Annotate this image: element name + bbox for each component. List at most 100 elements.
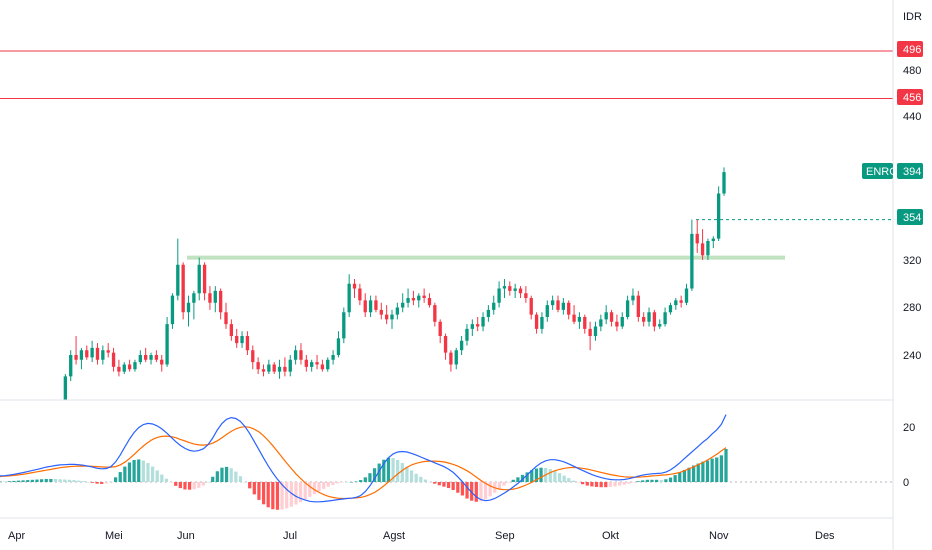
macd-histogram-bar	[201, 482, 206, 486]
macd-histogram-bar	[155, 470, 159, 482]
candle	[149, 352, 153, 365]
macd-histogram-bar	[53, 478, 58, 482]
macd-histogram-bar	[76, 480, 81, 482]
candle-body	[433, 305, 437, 322]
macd-histogram-bar	[460, 482, 465, 496]
macd-histogram-bar	[326, 482, 330, 487]
candle	[181, 262, 185, 320]
currency-label: IDR	[903, 11, 922, 23]
candle	[384, 305, 389, 325]
time-label-jun: Jun	[177, 530, 195, 542]
candle-body	[588, 328, 592, 336]
macd-histogram-bar	[645, 479, 650, 482]
time-axis[interactable]: Apr Mei Jun Jul Agst Sep Okt Nov Des	[8, 530, 835, 542]
candle-body	[117, 366, 121, 372]
candle	[518, 286, 523, 298]
macd-histogram-bar	[21, 480, 25, 482]
macd-histogram-bar	[206, 482, 210, 483]
candle	[218, 288, 223, 320]
candle	[331, 350, 335, 365]
macd-histogram-bar	[164, 478, 169, 482]
macd-histogram-bar	[433, 482, 437, 484]
candle	[358, 283, 362, 306]
price-tick-280: 280	[903, 302, 921, 314]
candle-body	[449, 352, 453, 365]
candle-body	[620, 317, 624, 327]
candle	[229, 319, 234, 341]
candle-body	[213, 290, 217, 303]
candle-body	[722, 172, 726, 194]
candle-body	[486, 309, 491, 317]
candle	[197, 257, 201, 301]
candle-body	[465, 328, 469, 341]
level-tag-354: 354	[897, 209, 923, 225]
macd-histogram-bar	[95, 482, 99, 484]
candle-body	[583, 317, 587, 329]
macd-tick-0: 0	[903, 477, 909, 489]
macd-histogram-bar	[557, 473, 562, 482]
macd-histogram-bar	[525, 472, 529, 482]
macd-histogram-bar	[26, 480, 30, 482]
candle-body	[304, 359, 308, 367]
candle	[556, 295, 560, 313]
macd-histogram-bar	[409, 470, 414, 482]
candle	[674, 298, 678, 310]
candle	[133, 359, 137, 372]
candle	[652, 309, 657, 332]
candle-body	[636, 295, 640, 317]
macd-pane[interactable]	[0, 414, 893, 510]
candle-body	[384, 314, 389, 320]
candle	[443, 333, 448, 360]
macd-histogram-bar	[581, 482, 585, 485]
macd-histogram-bar	[150, 466, 155, 482]
candle-body	[427, 298, 432, 306]
macd-histogram-bar	[294, 482, 298, 505]
macd-histogram-bar	[562, 475, 566, 482]
macd-histogram-bar	[372, 468, 377, 482]
candle-body	[331, 355, 335, 360]
svg-text:496: 496	[903, 44, 921, 56]
candle	[561, 298, 566, 315]
macd-histogram-bar	[331, 482, 335, 486]
candle	[401, 293, 405, 313]
macd-histogram-bar	[701, 461, 705, 482]
candle	[245, 331, 250, 355]
candle-body	[261, 369, 266, 372]
price-axis[interactable]: IDR 480 440 320 280 240 20 0	[903, 11, 922, 489]
candle-body	[572, 314, 576, 322]
macd-histogram-bar	[483, 482, 488, 500]
candle	[663, 307, 667, 327]
candle-body	[85, 350, 89, 358]
candle-body	[706, 241, 710, 256]
candle-body	[69, 355, 73, 377]
candle-body	[283, 366, 287, 372]
candle-body	[208, 293, 212, 303]
candle-body	[700, 243, 705, 256]
macd-histogram-bar	[594, 482, 599, 487]
candle-body	[513, 288, 517, 291]
candle-body	[690, 233, 694, 289]
macd-line	[0, 414, 727, 503]
macd-histogram-bar	[497, 482, 502, 489]
macd-histogram-bar	[123, 466, 127, 482]
macd-histogram-bar	[437, 482, 441, 486]
candle-body	[127, 364, 132, 370]
candle-body	[347, 283, 351, 313]
macd-histogram-bar	[678, 472, 682, 482]
candle	[406, 288, 410, 308]
macd-histogram-bar	[192, 482, 196, 490]
macd-histogram-bar	[160, 474, 164, 482]
macd-histogram-bar	[127, 462, 132, 482]
candle-body	[695, 233, 699, 244]
macd-histogram-bar	[243, 482, 247, 483]
candle	[106, 343, 110, 358]
macd-histogram-bar	[423, 479, 428, 482]
candle	[283, 357, 287, 377]
candle-body	[679, 300, 683, 303]
price-pane[interactable]	[0, 50, 893, 405]
candle	[422, 288, 426, 303]
candle	[127, 359, 132, 372]
candle-body	[406, 298, 410, 303]
candle-body	[422, 295, 426, 298]
